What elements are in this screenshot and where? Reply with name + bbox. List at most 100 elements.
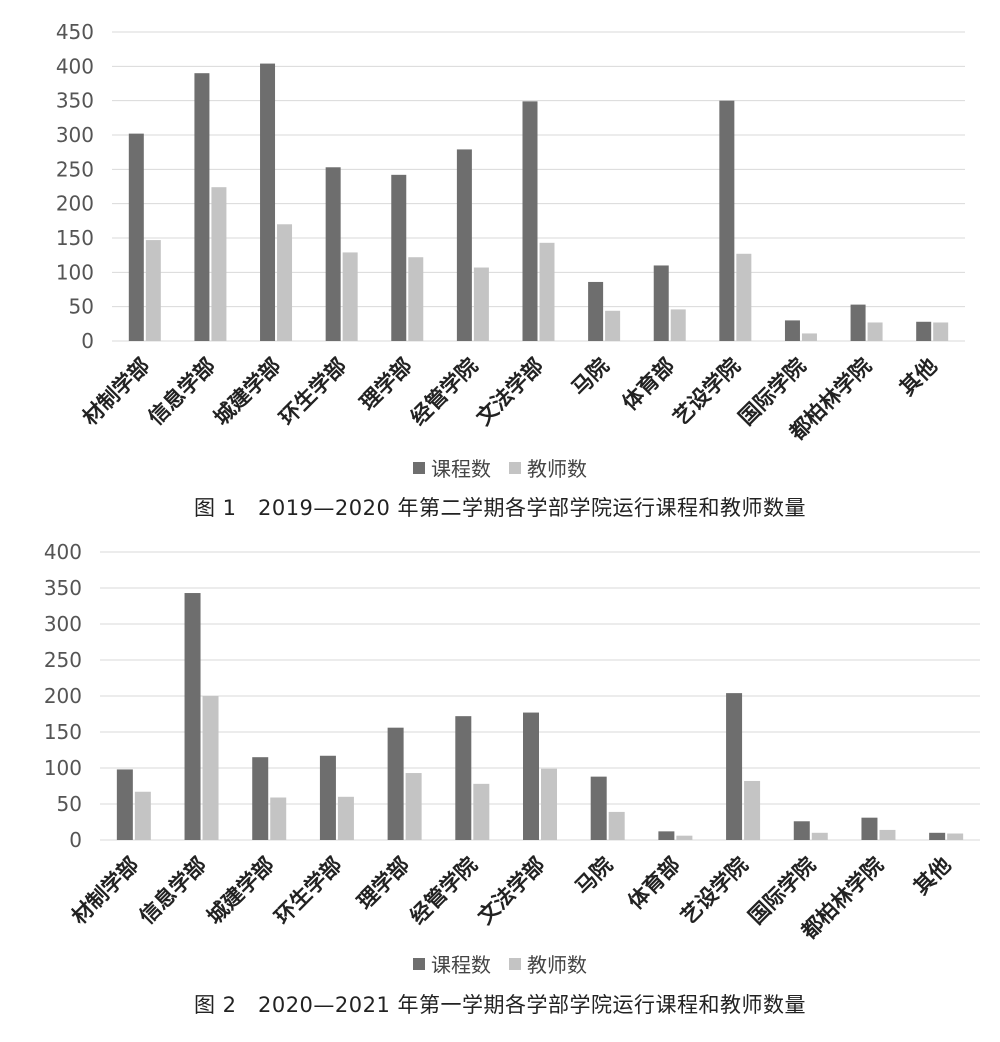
bar-series-1 bbox=[252, 757, 269, 840]
bar-series-2 bbox=[867, 322, 883, 341]
y-tick-label: 250 bbox=[44, 648, 82, 672]
x-tick-label: 材制学部 bbox=[78, 354, 154, 430]
x-tick-label: 环生学部 bbox=[270, 853, 346, 929]
bar-series-2 bbox=[270, 797, 287, 840]
bar-series-1 bbox=[658, 831, 675, 840]
bar-series-2 bbox=[947, 833, 964, 840]
bar-series-2 bbox=[211, 187, 227, 341]
x-tick-label: 材制学部 bbox=[67, 853, 143, 929]
x-tick-label: 其他 bbox=[909, 853, 956, 900]
bar-series-2 bbox=[539, 242, 555, 341]
legend-swatch-series-1 bbox=[413, 461, 425, 474]
legend-item-series-1: 课程数 bbox=[413, 453, 491, 482]
bar-series-1 bbox=[719, 100, 735, 342]
x-tick-label: 马院 bbox=[567, 354, 614, 401]
y-tick-label: 300 bbox=[44, 612, 82, 636]
bar-series-1 bbox=[523, 712, 539, 840]
chart-1-legend: 课程数 教师数 bbox=[0, 453, 1000, 482]
bar-series-2 bbox=[670, 309, 686, 341]
y-tick-label: 400 bbox=[56, 54, 94, 78]
bar-series-2 bbox=[879, 829, 896, 840]
x-tick-label: 马院 bbox=[571, 853, 618, 900]
legend-item-series-1: 课程数 bbox=[413, 949, 491, 978]
legend-label-series-1: 课程数 bbox=[431, 953, 491, 977]
figure-2-caption: 图 2 2020—2021 年第一学期各学部学院运行课程和教师数量 bbox=[193, 993, 807, 1017]
bar-series-1 bbox=[387, 727, 404, 840]
bar-series-1 bbox=[784, 320, 800, 341]
chart-2: 0 50 100 150 200 250 300 350 400 材制学部 信息学部 城建学部 环生学部… bbox=[0, 530, 1000, 1042]
x-tick-label: 理学部 bbox=[353, 853, 415, 915]
y-tick-label: 0 bbox=[81, 329, 94, 353]
y-tick-label: 450 bbox=[56, 20, 94, 44]
bar-series-1 bbox=[861, 817, 878, 840]
legend-label-series-2: 教师数 bbox=[527, 953, 587, 977]
y-tick-label: 350 bbox=[56, 89, 94, 113]
y-tick-label: 300 bbox=[56, 123, 94, 147]
legend-swatch-series-1 bbox=[413, 957, 425, 970]
x-tick-label: 艺设学院 bbox=[669, 354, 745, 430]
bar-series-1 bbox=[456, 149, 472, 341]
bar-series-2 bbox=[473, 267, 489, 341]
x-tick-label: 艺设学院 bbox=[676, 853, 752, 929]
bar-series-1 bbox=[128, 133, 144, 341]
x-tick-label: 经管学院 bbox=[406, 354, 482, 430]
bar-series-2 bbox=[473, 783, 490, 840]
bar-series-1 bbox=[590, 776, 607, 840]
x-tick-label: 文法学部 bbox=[472, 354, 548, 430]
x-tick-label: 体育部 bbox=[623, 853, 685, 915]
bar-series-2 bbox=[744, 780, 761, 840]
x-tick-label: 环生学部 bbox=[275, 354, 351, 430]
x-tick-label: 城建学部 bbox=[202, 853, 278, 929]
x-tick-label: 体育部 bbox=[618, 354, 680, 416]
chart-1-plot: 0 50 100 150 200 250 300 350 400 450 材制学部信息学部城建学部环… bbox=[56, 20, 965, 445]
y-tick-label: 250 bbox=[56, 157, 94, 181]
y-tick-label: 400 bbox=[44, 540, 82, 564]
y-tick-label: 100 bbox=[44, 756, 82, 780]
x-tick-label: 信息学部 bbox=[144, 354, 220, 430]
bar-series-2 bbox=[342, 252, 358, 341]
bar-series-2 bbox=[145, 240, 161, 341]
y-tick-label: 350 bbox=[44, 576, 82, 600]
bar-series-1 bbox=[325, 167, 341, 341]
bar-series-2 bbox=[277, 224, 293, 341]
legend-swatch-series-2 bbox=[509, 957, 521, 970]
y-tick-label: 100 bbox=[56, 260, 94, 284]
legend-swatch-series-2 bbox=[509, 461, 521, 474]
bar-series-1 bbox=[116, 769, 133, 840]
x-tick-label: 文法学部 bbox=[473, 853, 549, 929]
bar-series-2 bbox=[202, 696, 219, 840]
bar-series-1 bbox=[522, 101, 538, 341]
y-tick-label: 150 bbox=[56, 226, 94, 250]
bar-series-1 bbox=[653, 265, 669, 341]
legend-label-series-2: 教师数 bbox=[527, 457, 587, 481]
bar-series-2 bbox=[541, 768, 557, 840]
x-tick-label: 其他 bbox=[895, 354, 942, 401]
x-tick-label: 信息学部 bbox=[135, 853, 211, 929]
bar-series-2 bbox=[811, 832, 828, 840]
bar-series-1 bbox=[726, 693, 743, 840]
legend-label-series-1: 课程数 bbox=[431, 457, 491, 481]
bar-series-2 bbox=[405, 773, 422, 840]
bar-series-2 bbox=[608, 811, 625, 840]
x-tick-label: 城建学部 bbox=[209, 354, 285, 430]
bar-series-1 bbox=[916, 321, 932, 341]
bar-series-1 bbox=[194, 73, 210, 341]
bar-series-1 bbox=[588, 281, 604, 341]
bar-series-1 bbox=[184, 593, 201, 840]
chart-2-plot: 0 50 100 150 200 250 300 350 400 材制学部信息学部城建学部环生学部… bbox=[44, 540, 980, 944]
bar-series-2 bbox=[933, 322, 949, 341]
bar-series-2 bbox=[337, 796, 354, 840]
legend-item-series-2: 教师数 bbox=[509, 453, 587, 482]
bar-series-1 bbox=[319, 755, 336, 840]
y-tick-label: 50 bbox=[57, 792, 82, 816]
chart-1: 0 50 100 150 200 250 300 350 400 450 材制学部 信息学部 城建学部环… bbox=[0, 20, 1000, 520]
y-tick-label: 200 bbox=[56, 192, 94, 216]
legend-item-series-2: 教师数 bbox=[509, 949, 587, 978]
bar-series-2 bbox=[676, 835, 693, 840]
bar-series-1 bbox=[260, 63, 276, 341]
bar-series-2 bbox=[801, 333, 817, 341]
bar-series-1 bbox=[929, 832, 946, 840]
chart-2-legend: 课程数 教师数 bbox=[0, 949, 1000, 978]
bar-series-2 bbox=[408, 257, 424, 341]
y-tick-label: 0 bbox=[69, 828, 82, 852]
